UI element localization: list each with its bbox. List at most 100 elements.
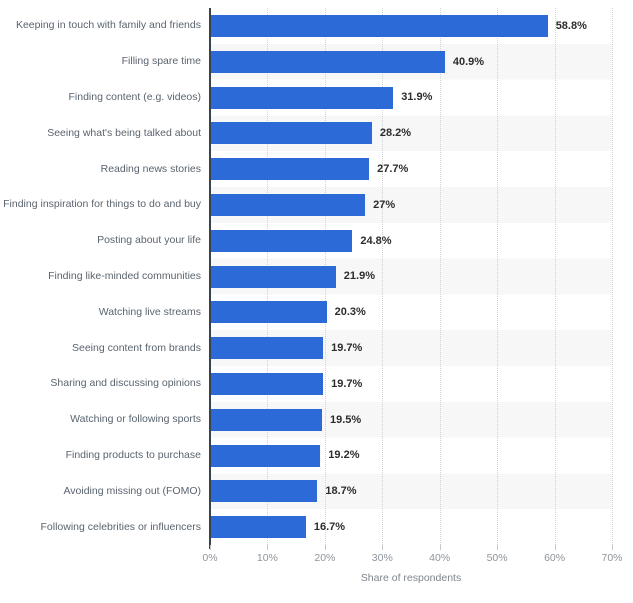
category-label: Avoiding missing out (FOMO) — [63, 484, 201, 497]
value-label: 19.7% — [331, 342, 363, 355]
grid-line — [382, 8, 384, 545]
bar-plot-cell: 18.7% — [210, 473, 633, 509]
value-label: 27% — [373, 198, 396, 211]
x-tick-label: 10% — [256, 552, 278, 564]
grid-line — [612, 8, 613, 545]
bar[interactable] — [210, 50, 445, 73]
x-tick — [612, 545, 613, 550]
x-tick — [210, 545, 211, 550]
x-tick — [554, 545, 556, 550]
bar-plot-cell: 40.9% — [210, 44, 633, 80]
bar-row: Posting about your life 24.8% — [0, 223, 633, 259]
grid-line — [554, 8, 556, 545]
bar-row: Seeing content from brands 19.7% — [0, 330, 633, 366]
bar-row: Watching or following sports 19.5% — [0, 402, 633, 438]
bar-plot-cell: 58.8% — [210, 8, 633, 44]
category-label: Finding content (e.g. videos) — [68, 90, 202, 103]
x-tick — [439, 545, 441, 550]
bar[interactable] — [210, 444, 321, 467]
grid-line — [497, 8, 499, 545]
x-tick — [497, 545, 499, 550]
category-label: Finding products to purchase — [65, 448, 201, 461]
value-label: 20.3% — [334, 306, 366, 319]
category-label: Filling spare time — [121, 55, 201, 68]
bar-row: Sharing and discussing opinions 19.7% — [0, 366, 633, 402]
value-label: 16.7% — [313, 521, 346, 534]
bar-plot-cell: 19.7% — [210, 366, 633, 402]
x-axis-tick-labels: 0% 10% 20% 30% 40% 50% 60% 70% — [0, 552, 633, 566]
bar-plot-cell: 19.5% — [210, 402, 633, 438]
value-label: 27.7% — [377, 163, 409, 176]
bar-row: Keeping in touch with family and friends… — [0, 8, 633, 44]
bar-row: Finding like-minded communities 21.9% — [0, 259, 633, 295]
x-tick — [324, 545, 326, 550]
bar[interactable] — [210, 86, 394, 109]
bar-row: Avoiding missing out (FOMO) 18.7% — [0, 473, 633, 509]
bar-row: Filling spare time 40.9% — [0, 44, 633, 80]
bar-row: Finding products to purchase 19.2% — [0, 438, 633, 474]
bar-plot-cell: 16.7% — [210, 509, 633, 545]
y-axis-line — [209, 8, 211, 549]
bar-rows: Keeping in touch with family and friends… — [0, 8, 633, 545]
value-label: 58.8% — [555, 19, 587, 32]
value-label: 40.9% — [452, 55, 485, 68]
category-label: Following celebrities or influencers — [40, 520, 202, 533]
x-tick-label: 70% — [601, 552, 623, 564]
bar[interactable] — [210, 158, 370, 181]
bar-plot-cell: 27% — [210, 187, 633, 223]
bar-row: Following celebrities or influencers 16.7… — [0, 509, 633, 545]
x-tick-label: 0% — [202, 552, 218, 564]
bar[interactable] — [210, 337, 324, 360]
x-tick-label: 30% — [371, 552, 393, 564]
bar-row: Seeing what's being talked about 28.2% — [0, 115, 633, 151]
category-label: Posting about your life — [97, 234, 201, 247]
bar[interactable] — [210, 372, 324, 395]
x-axis-title: Share of respondents — [360, 572, 462, 584]
bar[interactable] — [210, 408, 322, 431]
x-tick-label: 20% — [314, 552, 336, 564]
bar-plot-cell: 28.2% — [210, 115, 633, 151]
bar-plot-cell: 19.2% — [210, 438, 633, 474]
x-tick-label: 50% — [486, 552, 508, 564]
bar[interactable] — [210, 193, 366, 216]
category-label: Seeing content from brands — [72, 341, 201, 354]
bar-row: Finding content (e.g. videos) 31.9% — [0, 80, 633, 116]
bar-plot-cell: 27.7% — [210, 151, 633, 187]
bar-plot-cell: 24.8% — [210, 223, 633, 259]
category-label: Seeing what's being talked about — [47, 126, 201, 139]
category-label: Reading news stories — [100, 162, 201, 175]
bar[interactable] — [210, 265, 336, 288]
bar-plot-cell: 20.3% — [210, 294, 633, 330]
bar-row: Finding inspiration for things to do and… — [0, 187, 633, 223]
bar-row: Watching live streams 20.3% — [0, 294, 633, 330]
bar-row: Reading news stories 27.7% — [0, 151, 633, 187]
category-label: Keeping in touch with family and friends — [15, 19, 201, 32]
value-label: 24.8% — [360, 234, 392, 247]
bar[interactable] — [210, 229, 353, 252]
bar-plot-cell: 31.9% — [210, 80, 633, 116]
category-label: Sharing and discussing opinions — [50, 377, 201, 390]
x-tick-label: 40% — [429, 552, 451, 564]
bar[interactable] — [210, 122, 372, 145]
category-label: Finding like-minded communities — [48, 269, 201, 282]
category-label: Watching or following sports — [70, 413, 201, 426]
x-tick-label: 60% — [544, 552, 566, 564]
value-label: 19.5% — [330, 413, 362, 426]
value-label: 21.9% — [343, 270, 375, 283]
category-label: Finding inspiration for things to do and… — [3, 198, 201, 211]
category-label: Watching live streams — [98, 305, 201, 318]
x-axis-ticks — [0, 545, 633, 551]
x-tick — [267, 545, 269, 550]
value-label: 18.7% — [325, 485, 357, 498]
bar[interactable] — [210, 480, 318, 503]
bar[interactable] — [210, 15, 548, 37]
grid-line — [439, 8, 441, 545]
x-tick — [382, 545, 384, 550]
bar[interactable] — [210, 516, 306, 539]
bar-plot-cell: 19.7% — [210, 330, 633, 366]
value-label: 28.2% — [379, 127, 412, 140]
bar[interactable] — [210, 301, 327, 324]
bar-plot-cell: 21.9% — [210, 259, 633, 295]
value-label: 19.7% — [331, 377, 363, 390]
